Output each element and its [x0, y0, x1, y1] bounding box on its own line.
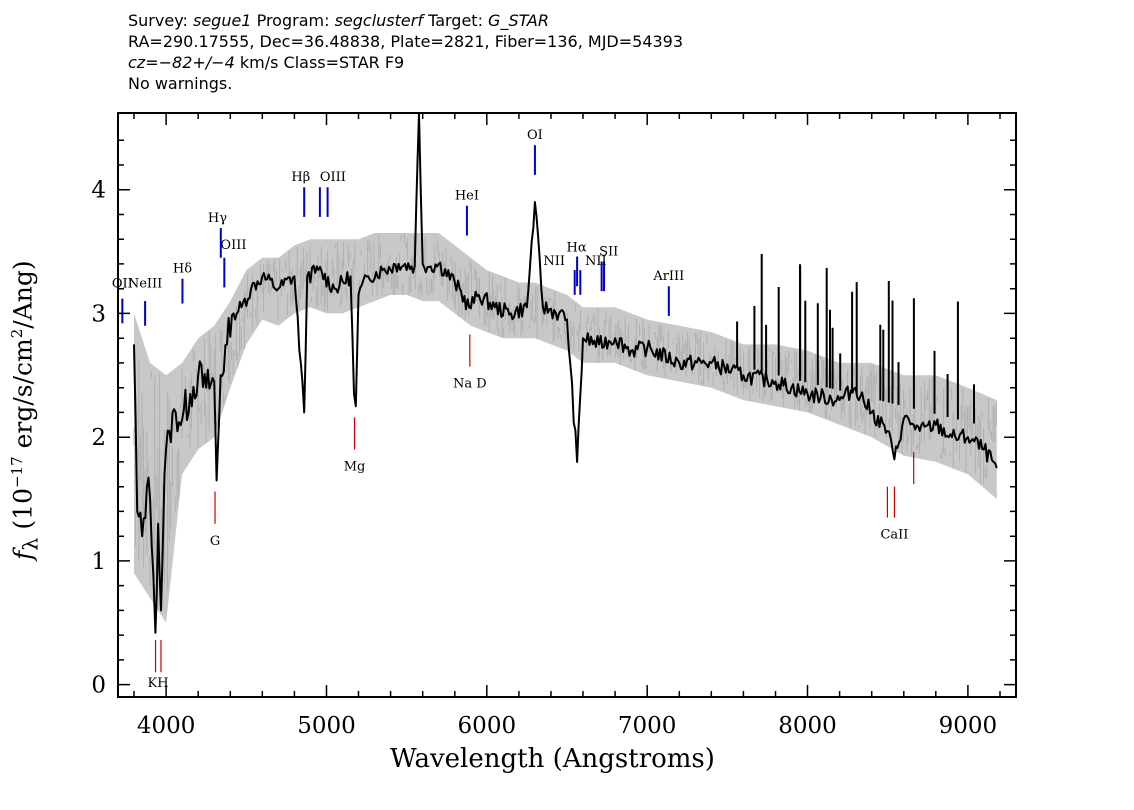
absorption-line-label: KH: [148, 676, 169, 691]
absorption-line-label: Na D: [453, 377, 487, 392]
cz-label: cz=: [128, 53, 159, 72]
y-axis-label: fλ (10−17 erg/s/cm2/Ang): [8, 260, 42, 560]
emission-line-label: Hβ: [291, 170, 310, 185]
y-label-mid: erg/s/cm: [8, 338, 38, 457]
x-tick-label: 9000: [939, 713, 998, 739]
survey-value: segue1: [192, 11, 252, 30]
emission-line-label: NII: [585, 254, 607, 269]
y-label-main: (10: [8, 488, 38, 538]
program-value: segclusterf: [334, 11, 423, 30]
y-label-exponent: −17: [8, 456, 26, 489]
header-line-1: Survey: segue1 Program: segclusterf Targ…: [128, 10, 1028, 31]
y-label-end: /Ang): [8, 260, 38, 329]
absorption-line-label: G: [210, 534, 220, 549]
y-tick-label: 0: [91, 673, 106, 699]
y-label-exponent-2: 2: [8, 328, 26, 339]
emission-line-label: NeIII: [128, 276, 162, 291]
y-tick-label: 4: [91, 178, 106, 204]
x-tick-label: 4000: [137, 713, 196, 739]
cz-class-text: km/s Class=STAR F9: [234, 53, 405, 72]
emission-line-label: Hγ: [208, 211, 227, 226]
target-label: Target:: [428, 11, 483, 30]
survey-label: Survey:: [128, 11, 188, 30]
header-line-2: RA=290.17555, Dec=36.48838, Plate=2821, …: [128, 32, 684, 51]
error-band: [134, 233, 997, 623]
y-label-f: f: [8, 550, 38, 560]
y-tick-label: 2: [91, 425, 106, 451]
x-tick-label: 5000: [297, 713, 356, 739]
target-value: G_STAR: [488, 11, 549, 30]
x-axis-label: Wavelength (Angstroms): [390, 744, 715, 774]
sky-residual-spikes: [736, 253, 975, 424]
spectrum-header: Survey: segue1 Program: segclusterf Targ…: [128, 10, 1028, 94]
absorption-line-label: CaII: [880, 528, 908, 543]
emission-line-label: ArIII: [652, 269, 684, 284]
emission-line-label: OIII: [320, 170, 346, 185]
emission-line-label: OI: [527, 128, 543, 143]
program-label: Program:: [256, 11, 330, 30]
plot-frame: [117, 112, 1017, 698]
header-line-4: No warnings.: [128, 74, 233, 93]
y-tick-label: 1: [91, 549, 106, 575]
emission-line-label: Hα: [567, 241, 587, 256]
absorption-line-label: Mg: [344, 460, 366, 475]
emission-line-label: NII: [543, 254, 565, 269]
y-tick-label: 3: [91, 301, 106, 327]
emission-line-label: Hδ: [173, 262, 192, 277]
y-label-lambda: λ: [18, 537, 43, 551]
header-line-3: cz=−82+/−4 km/s Class=STAR F9: [128, 52, 1028, 73]
x-tick-label: 7000: [618, 713, 677, 739]
axis-ticks: [118, 113, 1016, 697]
emission-line-label: SII: [599, 244, 618, 259]
x-tick-label: 8000: [778, 713, 837, 739]
cz-value: −82+/−4: [158, 53, 235, 72]
error-band-texture: [133, 233, 997, 590]
error-band-layer: [133, 233, 997, 623]
x-tick-label: 6000: [458, 713, 517, 739]
emission-line-label: HeI: [455, 189, 479, 204]
flux-line-layer: [133, 112, 998, 634]
axes-layer: 4000 5000 6000 7000 8000 9000 0 1 2 3 4: [91, 112, 1017, 739]
emission-line-label: OIII: [220, 238, 246, 253]
